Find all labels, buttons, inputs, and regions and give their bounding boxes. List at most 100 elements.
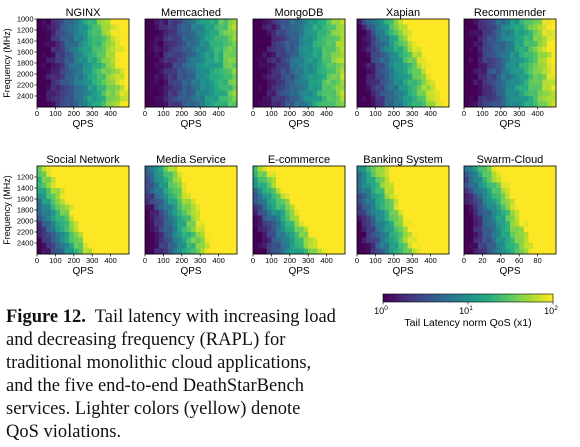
heatmap-cell	[186, 232, 192, 238]
heatmap-cell	[403, 35, 408, 42]
heatmap-cell	[232, 52, 238, 58]
heatmap-cell	[78, 232, 84, 238]
heatmap-cell	[533, 24, 538, 31]
heatmap-cell	[177, 232, 183, 238]
heatmap-cell	[384, 248, 390, 255]
heatmap-cell	[181, 221, 187, 227]
heatmap-cell	[119, 46, 125, 53]
heatmap-cell	[276, 193, 281, 200]
heatmap-cell	[299, 35, 304, 42]
heatmap-cell	[60, 30, 65, 36]
heatmap-cell	[195, 171, 201, 178]
heatmap-cell	[514, 46, 520, 53]
heatmap-cell	[551, 30, 557, 36]
heatmap-cell	[308, 215, 314, 222]
heatmap-cell	[426, 232, 431, 238]
heatmap-cell	[168, 232, 173, 238]
heatmap-cell	[303, 57, 309, 64]
heatmap-cell	[69, 232, 75, 238]
heatmap-cell	[154, 166, 160, 172]
heatmap-cell	[163, 90, 169, 97]
heatmap-cell	[154, 232, 160, 238]
heatmap-cell	[115, 85, 121, 91]
heatmap-cell	[528, 182, 534, 189]
heatmap-cell	[253, 79, 258, 86]
heatmap-cell	[551, 193, 557, 200]
heatmap-cell	[487, 101, 492, 108]
heatmap-cell	[209, 19, 215, 25]
heatmap-cell	[505, 182, 511, 189]
heatmap-cell	[412, 232, 418, 238]
heatmap-cell	[370, 57, 376, 64]
heatmap-cell	[477, 210, 483, 216]
heatmap-cell	[500, 204, 506, 211]
heatmap-cell	[41, 199, 47, 205]
heatmap-cell	[115, 171, 121, 178]
heatmap-cell	[223, 210, 229, 216]
heatmap-cell	[276, 41, 281, 47]
heatmap-cell	[444, 63, 450, 69]
heatmap-cell	[83, 24, 88, 31]
heatmap-cell	[403, 232, 408, 238]
heatmap-cell	[154, 19, 160, 25]
heatmap-cell	[223, 63, 229, 69]
heatmap-cell	[370, 182, 376, 189]
heatmap-cell	[271, 24, 277, 31]
heatmap-cell	[92, 171, 98, 178]
heatmap-cell	[393, 193, 399, 200]
colorbar-segment	[419, 294, 422, 302]
heatmap-cell	[375, 79, 381, 86]
heatmap-cell	[168, 68, 173, 75]
heatmap-cell	[266, 237, 272, 244]
heatmap-cell	[204, 188, 210, 194]
heatmap-cell	[163, 215, 169, 222]
heatmap-cell	[340, 232, 346, 238]
heatmap-cell	[163, 226, 169, 233]
heatmap-cell	[69, 204, 75, 211]
heatmap-cell	[496, 188, 502, 194]
heatmap-cell	[473, 243, 479, 249]
heatmap-cell	[430, 210, 436, 216]
heatmap-cell	[421, 248, 427, 255]
panel-title: Memcached	[161, 7, 221, 19]
heatmap-cell	[551, 52, 557, 58]
heatmap-cell	[204, 41, 210, 47]
heatmap-cell	[464, 101, 469, 108]
heatmap-cell	[528, 46, 534, 53]
heatmap-cell	[482, 24, 488, 31]
heatmap-cell	[276, 199, 281, 205]
heatmap-cell	[370, 63, 376, 69]
heatmap-cell	[430, 101, 436, 108]
heatmap-cell	[124, 68, 130, 75]
heatmap-cell	[421, 177, 427, 183]
heatmap-cell	[253, 101, 258, 108]
heatmap-cell	[500, 85, 506, 91]
heatmap-cell	[204, 243, 210, 249]
heatmap-cell	[505, 24, 511, 31]
heatmap-cell	[253, 35, 258, 42]
heatmap-cell	[227, 171, 233, 178]
heatmap-cell	[403, 237, 408, 244]
heatmap-cell	[46, 188, 52, 194]
heatmap-cell	[227, 63, 233, 69]
heatmap-cell	[487, 237, 492, 244]
heatmap-cell	[266, 96, 272, 102]
heatmap-cell	[172, 221, 178, 227]
heatmap-cell	[426, 210, 431, 216]
panel-title: Banking System	[363, 154, 442, 166]
heatmap-cell	[110, 182, 116, 189]
heatmap-cell	[393, 63, 399, 69]
heatmap-cell	[200, 237, 206, 244]
heatmap-cell	[110, 101, 116, 108]
heatmap-cell	[41, 41, 47, 47]
heatmap-cell	[416, 41, 422, 47]
heatmap-cell	[177, 30, 183, 36]
heatmap-cell	[145, 101, 150, 108]
heatmap-cell	[500, 171, 506, 178]
heatmap-cell	[223, 24, 229, 31]
heatmap-cell	[145, 24, 150, 31]
heatmap-cell	[370, 85, 376, 91]
heatmap-cell	[546, 35, 552, 42]
heatmap-cell	[110, 46, 116, 53]
heatmap-cell	[271, 188, 277, 194]
